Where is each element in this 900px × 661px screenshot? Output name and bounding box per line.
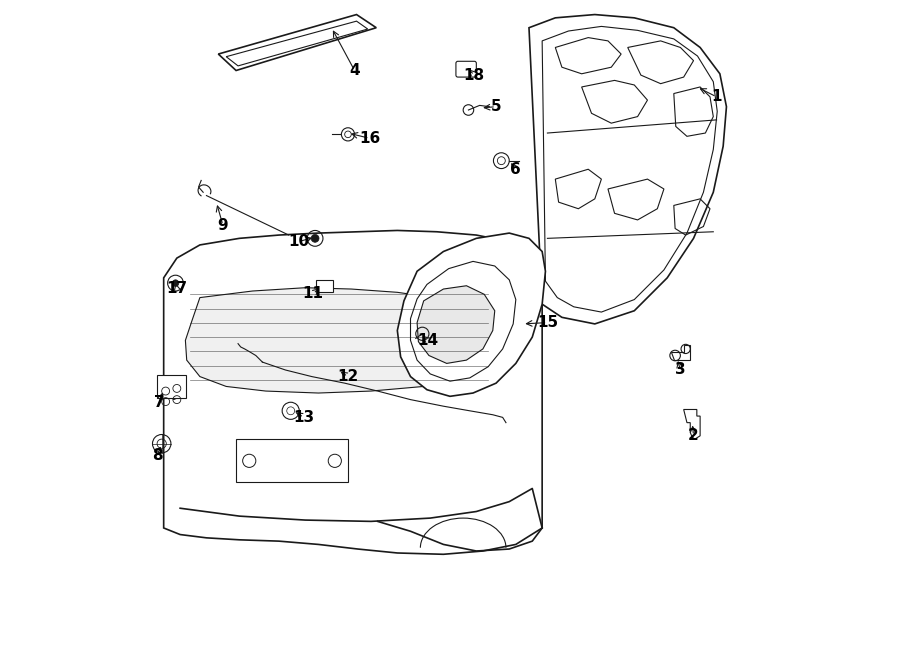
Text: 17: 17 <box>166 281 187 296</box>
FancyBboxPatch shape <box>158 375 186 399</box>
Text: 13: 13 <box>293 410 314 425</box>
Text: 1: 1 <box>711 89 722 104</box>
Polygon shape <box>160 383 182 400</box>
Text: 14: 14 <box>417 333 438 348</box>
Text: 9: 9 <box>218 217 229 233</box>
Text: 2: 2 <box>688 428 699 444</box>
Polygon shape <box>417 286 495 364</box>
Text: 7: 7 <box>154 395 165 410</box>
Text: 8: 8 <box>152 448 162 463</box>
Circle shape <box>311 235 319 243</box>
Polygon shape <box>397 233 545 397</box>
Text: 6: 6 <box>510 162 521 176</box>
FancyBboxPatch shape <box>316 280 333 292</box>
Text: 3: 3 <box>675 362 686 377</box>
Text: 18: 18 <box>464 67 485 83</box>
FancyBboxPatch shape <box>236 439 348 482</box>
Polygon shape <box>529 15 726 324</box>
Text: 4: 4 <box>349 63 360 78</box>
Text: 16: 16 <box>359 131 381 146</box>
Polygon shape <box>164 231 542 555</box>
Polygon shape <box>219 15 376 71</box>
Polygon shape <box>185 288 493 393</box>
Polygon shape <box>670 345 690 360</box>
FancyBboxPatch shape <box>456 61 476 77</box>
Circle shape <box>172 280 179 286</box>
Text: 11: 11 <box>302 286 324 301</box>
Text: 10: 10 <box>288 234 310 249</box>
Text: 5: 5 <box>491 99 501 114</box>
Polygon shape <box>684 409 700 439</box>
Text: 12: 12 <box>338 369 358 384</box>
Text: 15: 15 <box>537 315 558 330</box>
